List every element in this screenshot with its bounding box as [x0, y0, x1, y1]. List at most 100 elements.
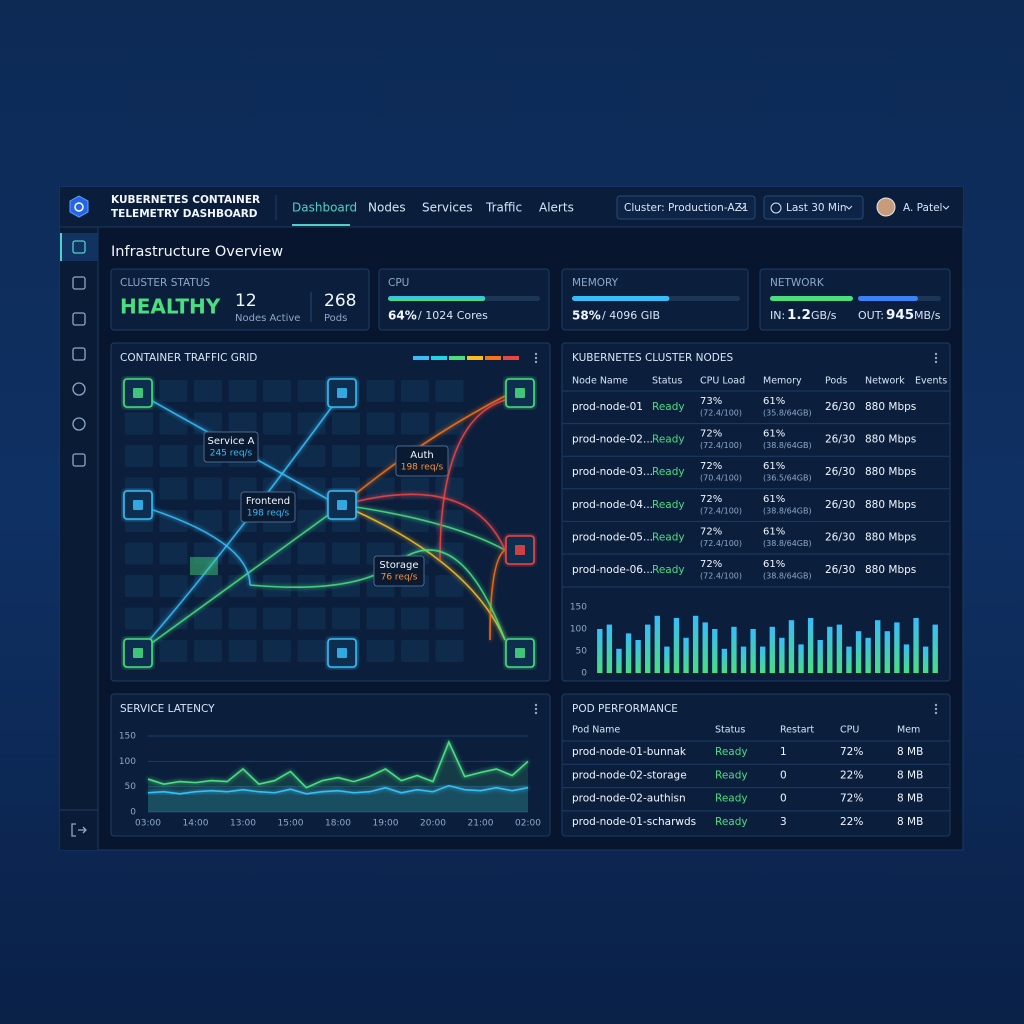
cell: 0	[780, 793, 787, 805]
grid-cell	[401, 607, 429, 630]
cell: 61%	[763, 526, 785, 537]
nav-tab[interactable]: Nodes	[368, 201, 406, 215]
card-title: CLUSTER STATUS	[120, 277, 210, 289]
column-header: Mem	[897, 725, 920, 736]
column-header: CPU	[840, 725, 859, 736]
panel	[561, 342, 951, 682]
grid-cell	[194, 607, 222, 630]
sidebar-icon[interactable]	[72, 417, 86, 431]
avatar[interactable]	[876, 197, 896, 217]
y-tick-label: 0	[581, 669, 587, 679]
nav-tab[interactable]: Services	[422, 201, 473, 215]
bar	[855, 631, 862, 673]
cell: 880 Mbps	[865, 531, 916, 543]
y-tick-label: 150	[570, 603, 587, 613]
grid-cell	[194, 575, 222, 597]
cell-detail: (38.8/64GB)	[763, 539, 812, 548]
grid-cell	[194, 412, 222, 435]
nav-tab[interactable]: Traffic	[485, 201, 522, 215]
bar	[750, 629, 756, 673]
bar	[731, 626, 737, 673]
gauge-detail: / 4096 GIB	[602, 309, 660, 322]
cell: 26/30	[825, 564, 855, 576]
nav-tab[interactable]: Dashboard	[292, 201, 357, 215]
service-name: Auth	[410, 450, 433, 461]
sidebar-icon[interactable]	[72, 347, 86, 361]
cell: 61%	[763, 559, 785, 570]
grid-cell	[159, 380, 188, 402]
status-cell: Ready	[652, 434, 685, 446]
nav-tab[interactable]: Alerts	[539, 201, 574, 215]
grid-cell	[401, 380, 429, 402]
cell: 61%	[763, 494, 785, 505]
y-tick-label: 100	[570, 625, 587, 635]
sidebar-icon[interactable]	[72, 453, 86, 467]
logout-icon[interactable]	[71, 823, 87, 837]
y-tick-label: 0	[130, 808, 136, 818]
cell-detail: (38.8/64GB)	[763, 441, 812, 450]
app-title: KUBERNETES CONTAINER	[111, 194, 260, 206]
column-header: Network	[865, 376, 905, 387]
bar	[692, 615, 699, 673]
network-value: 1.2	[787, 307, 811, 323]
service-node-icon	[133, 648, 143, 658]
bar	[875, 620, 881, 673]
grid-cell	[263, 640, 291, 662]
cell: 72%	[700, 429, 722, 440]
status-cell: Ready	[715, 816, 748, 828]
grid-cell	[159, 445, 188, 467]
x-tick-label: 18:00	[325, 819, 351, 829]
sidebar-icon[interactable]	[72, 276, 86, 290]
grid-cell	[263, 380, 291, 402]
network-unit: MB/s	[914, 309, 941, 322]
grid-cell	[435, 542, 464, 565]
time-select[interactable]	[763, 195, 864, 220]
bar	[740, 646, 747, 673]
bar	[606, 624, 613, 673]
sidebar-icon[interactable]	[72, 312, 86, 326]
grid-cell	[228, 542, 257, 565]
sidebar-active-edge	[60, 233, 62, 261]
service-label-box	[395, 445, 449, 477]
cell: prod-node-01-bunnak	[572, 746, 687, 758]
bar	[645, 624, 651, 673]
bar	[798, 644, 804, 673]
panel-title: SERVICE LATENCY	[120, 703, 215, 715]
bar	[721, 648, 728, 673]
bar	[625, 633, 632, 673]
grid-cell	[228, 412, 257, 435]
legend-swatch	[467, 356, 483, 360]
column-header: Status	[715, 725, 745, 736]
sidebar-icon[interactable]	[72, 382, 86, 396]
gauge-bar	[388, 296, 486, 301]
network-in-bar	[770, 296, 853, 301]
service-name: Frontend	[246, 496, 290, 507]
grid-cell	[228, 640, 257, 662]
service-label-box	[373, 555, 425, 587]
card	[110, 268, 370, 331]
grid-cell	[435, 412, 464, 435]
cluster-select[interactable]	[616, 195, 756, 220]
y-tick-label: 50	[125, 782, 137, 792]
grid-cell	[263, 412, 291, 435]
cell: 1	[780, 746, 787, 758]
nav-underline	[292, 224, 350, 226]
gauge-value: 64%	[388, 309, 417, 323]
menu-dot	[934, 360, 938, 364]
grid-cell	[263, 445, 291, 467]
grid-cell	[332, 445, 360, 467]
cell: 880 Mbps	[865, 564, 916, 576]
cell: 61%	[763, 396, 785, 407]
cell: prod-node-03...	[572, 466, 653, 478]
traffic-link	[341, 504, 506, 641]
legend-swatch	[503, 356, 519, 360]
sidebar-icon[interactable]	[72, 240, 86, 254]
cell-detail: (36.5/64GB)	[763, 474, 812, 483]
bar	[635, 640, 641, 673]
bar	[932, 624, 938, 673]
traffic-link	[137, 504, 343, 654]
cell-detail: (72.4/100)	[700, 409, 742, 418]
bar	[760, 646, 766, 673]
status-cell: Ready	[715, 746, 748, 758]
